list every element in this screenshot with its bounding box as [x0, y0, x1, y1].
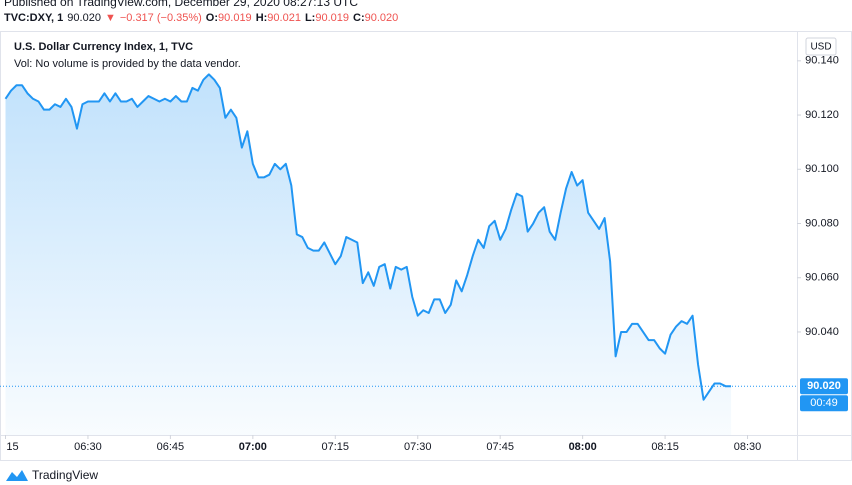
price-line [4, 73, 732, 401]
last-price: 90.020 [67, 12, 101, 24]
brand-icon [6, 470, 28, 481]
x-tick-label: 07:00 [239, 441, 267, 453]
currency-button[interactable] [805, 37, 837, 56]
ohlc-label: C: [353, 12, 365, 24]
ohlc-value: 90.019 [315, 12, 349, 24]
brand-name: TradingView [32, 468, 98, 482]
plot-area [0, 73, 797, 435]
x-tick-label: 07:30 [404, 441, 432, 453]
ohlc-label: H: [256, 12, 268, 24]
x-tick-label: 08:30 [734, 441, 762, 453]
x-tick-label: 07:15 [322, 441, 350, 453]
volume-note: Vol: No volume is provided by the data v… [14, 58, 241, 70]
y-tick-label: 90.060 [805, 272, 839, 284]
currency-label[interactable]: USD [810, 42, 831, 53]
ohlc-label: L: [305, 12, 315, 24]
countdown-box [800, 395, 848, 412]
x-tick-label: 08:15 [651, 441, 679, 453]
price-label-box [800, 378, 848, 395]
ohlc-value: 90.019 [218, 12, 252, 24]
symbol: TVC:DXY, 1 [4, 12, 63, 24]
y-tick-label: 90.080 [805, 217, 839, 229]
published-note: Published on TradingView.com, December 2… [4, 0, 358, 9]
symbol-header: TVC:DXY, 1 90.020 ▼ −0.317 (−0.35%) O: 90.019… [4, 12, 398, 24]
y-tick-label: 90.120 [805, 109, 839, 121]
x-tick-label: 15 [6, 441, 18, 453]
change: −0.317 (−0.35%) [120, 12, 202, 24]
change-arrow: ▼ [105, 12, 116, 24]
x-tick-label: 06:45 [157, 441, 185, 453]
countdown-label: 00:49 [810, 397, 838, 409]
ohlc-value: 90.021 [267, 12, 301, 24]
area-fill [5, 74, 732, 435]
y-tick-label: 90.040 [805, 326, 839, 338]
x-tick-label: 06:30 [74, 441, 102, 453]
chart-title: U.S. Dollar Currency Index, 1, TVC [14, 41, 193, 53]
x-tick-label: 07:45 [486, 441, 514, 453]
ohlc-label: O: [206, 12, 218, 24]
brand-logo: TradingView [6, 468, 98, 482]
x-tick-label: 08:00 [569, 441, 597, 453]
y-tick-label: 90.100 [805, 163, 839, 175]
price-label: 90.020 [807, 380, 841, 392]
ohlc-value: 90.020 [365, 12, 399, 24]
y-tick-label: 90.140 [805, 55, 839, 67]
